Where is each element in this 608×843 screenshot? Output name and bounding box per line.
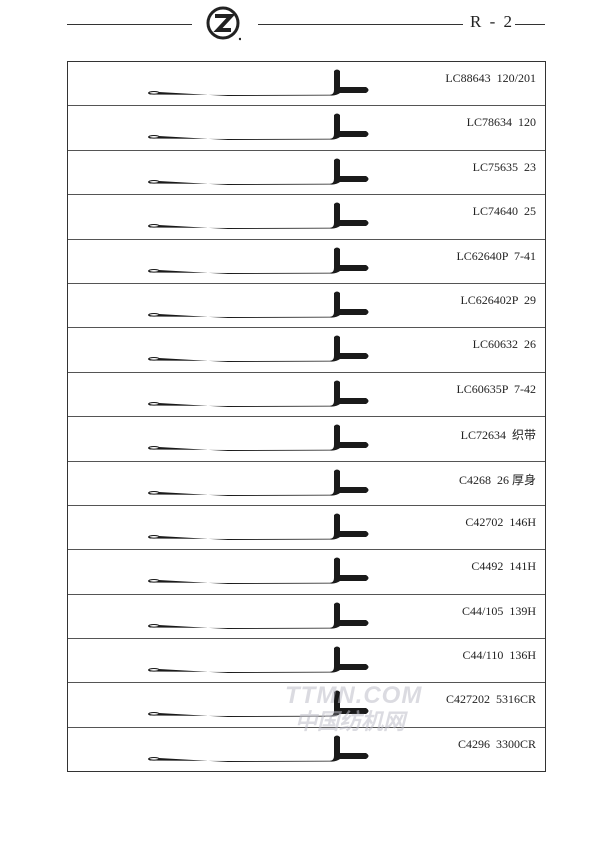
needle-icon [148, 557, 369, 585]
needle-model-label: LC62640P 7-41 [456, 248, 536, 263]
needle-model-label: LC72634 织带 [460, 428, 536, 443]
page-number: R - 2 [470, 12, 514, 31]
needle-icon [148, 646, 369, 674]
needle-model-label: C44/110 136H [462, 648, 536, 663]
needle-icon [148, 424, 369, 452]
table-row: LC72634 织带 [68, 417, 545, 462]
watermark-line1: TTMN.COM [285, 682, 423, 709]
needle-model-label: C42702 146H [465, 514, 536, 529]
needle-icon [148, 113, 369, 141]
table-row: C4268 26 厚身 [68, 462, 545, 506]
needle-model-label: C4492 141H [471, 559, 536, 574]
z-logo-icon [206, 6, 241, 41]
table-row: C4296 3300CR [68, 728, 545, 772]
table-row: C44/105 139H [68, 595, 545, 640]
watermark-line2: 中国纺机网 [295, 709, 406, 734]
table-row: C427202 5316CR [68, 683, 545, 728]
needle-icon [148, 602, 369, 629]
table-row: LC75635 23 [68, 151, 545, 196]
needle-icon [148, 69, 369, 96]
needle-model-label: LC60635P 7-42 [456, 381, 536, 396]
needle-icon [148, 202, 369, 230]
needle-icon [148, 247, 369, 274]
needle-model-label: LC74640 25 [472, 204, 536, 219]
needle-model-label: LC75635 23 [472, 159, 536, 174]
table-row: LC60635P 7-42 [68, 373, 545, 418]
header-rule-right [515, 24, 545, 25]
needle-model-label: LC88643 120/201 [445, 71, 536, 85]
needle-model-label: C4268 26 厚身 [458, 472, 536, 487]
header-rule-left [67, 24, 192, 25]
table-row: LC78634 120 [68, 106, 545, 151]
needle-icon [148, 291, 369, 318]
needle-model-label: C44/105 139H [461, 603, 536, 618]
needle-model-label: LC78634 120 [466, 115, 536, 130]
table-row: C4492 141H [68, 550, 545, 595]
needle-icon [148, 335, 369, 363]
table-row: LC60632 26 [68, 328, 545, 373]
needle-model-label: LC626402P 29 [460, 292, 536, 307]
header-rule-middle [258, 24, 463, 25]
needle-icon [148, 158, 369, 185]
table-row: LC62640P 7-41 [68, 240, 545, 284]
needle-model-label: LC60632 26 [472, 337, 536, 352]
table-row: C44/110 136H [68, 639, 545, 684]
needle-icon [148, 735, 369, 762]
needle-model-label: C4296 3300CR [457, 736, 536, 751]
table-row: C42702 146H [68, 506, 545, 551]
table-row: LC88643 120/201 [68, 62, 545, 107]
needle-catalog-table: LC88643 120/201 LC78634 120 LC75635 23 LC74… [67, 61, 546, 772]
needle-model-label: C427202 5316CR [445, 692, 536, 707]
table-row: LC626402P 29 [68, 284, 545, 329]
needle-icon [148, 380, 369, 407]
watermark: TTMN.COM 中国纺机网 [285, 682, 422, 736]
needle-icon [148, 513, 369, 540]
needle-icon [148, 690, 369, 718]
table-row: LC74640 25 [68, 195, 545, 240]
needle-icon [148, 469, 369, 496]
